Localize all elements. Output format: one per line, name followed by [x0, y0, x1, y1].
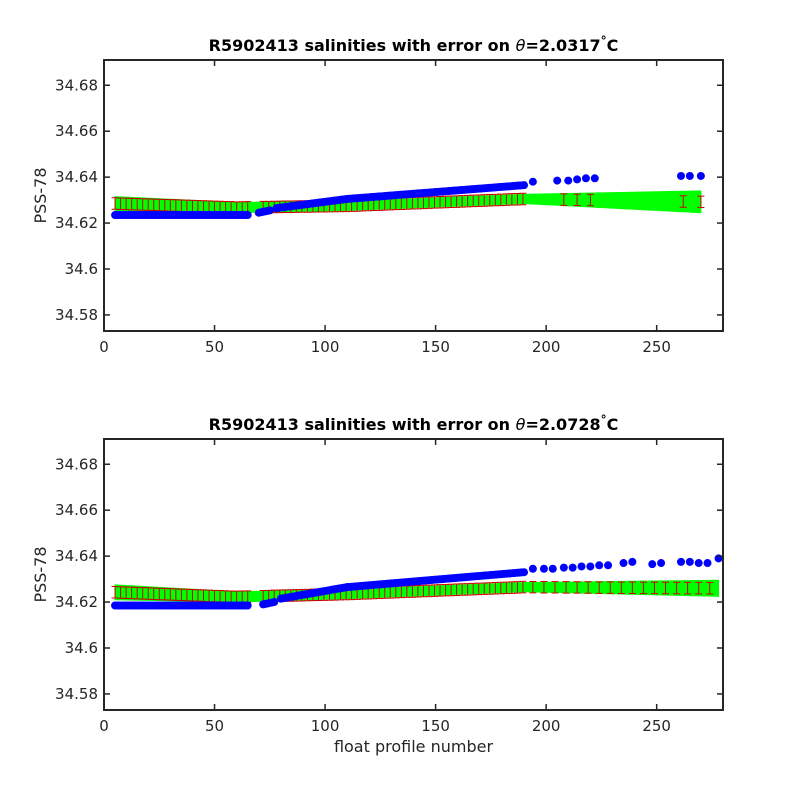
error-bar [628, 581, 636, 595]
x-tick-label: 150 [421, 717, 450, 735]
error-bar [639, 581, 647, 595]
y-tick-label: 34.68 [55, 455, 98, 473]
error-bar [562, 581, 570, 594]
measured-salinity-point [553, 176, 562, 185]
error-bar [679, 195, 687, 208]
measured-salinity-point [657, 559, 666, 568]
x-tick-label: 0 [99, 338, 109, 356]
measured-salinity-point [265, 206, 274, 215]
error-bar [673, 581, 681, 595]
axes-frame [103, 59, 724, 332]
measured-salinity-point [577, 562, 586, 571]
measured-salinity-point [520, 181, 529, 190]
measured-salinity-point [568, 563, 577, 572]
y-axis-label: PSS-78 [31, 167, 50, 223]
measured-salinity-point [685, 171, 694, 180]
error-bar [519, 192, 527, 206]
error-bar [617, 581, 625, 594]
error-bar [584, 581, 592, 594]
measured-salinity-point [559, 563, 568, 572]
y-tick-label: 34.62 [55, 593, 98, 611]
error-bar [586, 193, 594, 207]
error-bar [595, 581, 603, 594]
chart-title: R5902413 salinities with error on θ=2.07… [209, 413, 619, 434]
error-bar [560, 193, 568, 206]
measured-salinity-point [586, 562, 595, 571]
measured-salinity-point [548, 564, 557, 573]
measured-salinity-point [581, 174, 590, 183]
y-tick-label: 34.68 [55, 76, 98, 94]
y-tick-label: 34.62 [55, 214, 98, 232]
measured-salinity-point [590, 174, 599, 183]
measured-salinity-point [243, 601, 252, 610]
error-bar [650, 581, 658, 595]
measured-salinity-point [604, 561, 613, 570]
measured-salinity-point [573, 175, 582, 184]
measured-salinity-point [703, 559, 712, 568]
measured-salinity-point [243, 211, 252, 220]
x-tick-label: 0 [99, 717, 109, 735]
measured-salinity-point [270, 598, 279, 607]
measured-salinity-point [696, 171, 705, 180]
y-tick-label: 34.58 [55, 685, 98, 703]
y-tick-label: 34.6 [65, 260, 98, 278]
measured-salinity-point [539, 564, 548, 573]
measured-salinity-point [528, 564, 537, 573]
x-tick-label: 200 [532, 338, 561, 356]
measured-salinity-point [520, 568, 529, 577]
error-bar [706, 581, 714, 595]
measured-salinity-point [677, 171, 685, 180]
error-bar [697, 195, 705, 209]
chart-title: R5902413 salinities with error on θ=2.03… [209, 34, 619, 55]
y-tick-label: 34.66 [55, 501, 98, 519]
x-tick-label: 50 [205, 717, 224, 735]
error-bar [695, 581, 703, 595]
salinity-panel-top: 0 50 100 150 200 250 34.58 34.6 34.62 34.64 34.66 3… [31, 34, 724, 356]
measured-salinity-point [628, 557, 637, 566]
x-axis-label: float profile number [334, 737, 494, 756]
error-bar [573, 193, 581, 207]
measured-salinity-point [694, 559, 703, 568]
y-tick-label: 34.6 [65, 639, 98, 657]
x-tick-label: 100 [311, 717, 340, 735]
y-tick-label: 34.64 [55, 547, 98, 565]
y-tick-label: 34.58 [55, 306, 98, 324]
measured-salinity-point [648, 560, 657, 569]
x-tick-label: 250 [642, 717, 671, 735]
measured-salinity-point [677, 557, 685, 566]
x-tick-label: 250 [642, 338, 671, 356]
x-tick-label: 50 [205, 338, 224, 356]
error-bar [662, 581, 670, 595]
x-tick-label: 200 [532, 717, 561, 735]
y-tick-label: 34.66 [55, 122, 98, 140]
error-bar [540, 581, 548, 594]
measured-salinity-point [564, 176, 573, 185]
measured-salinity-point [685, 557, 694, 566]
error-bar [519, 580, 527, 594]
error-bar [551, 581, 559, 594]
x-tick-label: 100 [311, 338, 340, 356]
error-bar [529, 580, 537, 594]
y-tick-label: 34.64 [55, 168, 98, 186]
error-bar [684, 581, 692, 595]
measured-salinity-point [595, 561, 604, 570]
measured-salinity-point [619, 559, 628, 568]
measured-salinity-point [528, 177, 537, 186]
axes-frame [103, 438, 724, 711]
y-axis-label: PSS-78 [31, 546, 50, 602]
error-bar [606, 581, 614, 594]
error-bar [573, 581, 581, 594]
x-tick-label: 150 [421, 338, 450, 356]
salinity-panel-bottom: 0 50 100 150 200 250 34.58 34.6 34.62 34.64 34.66 3… [31, 413, 724, 756]
